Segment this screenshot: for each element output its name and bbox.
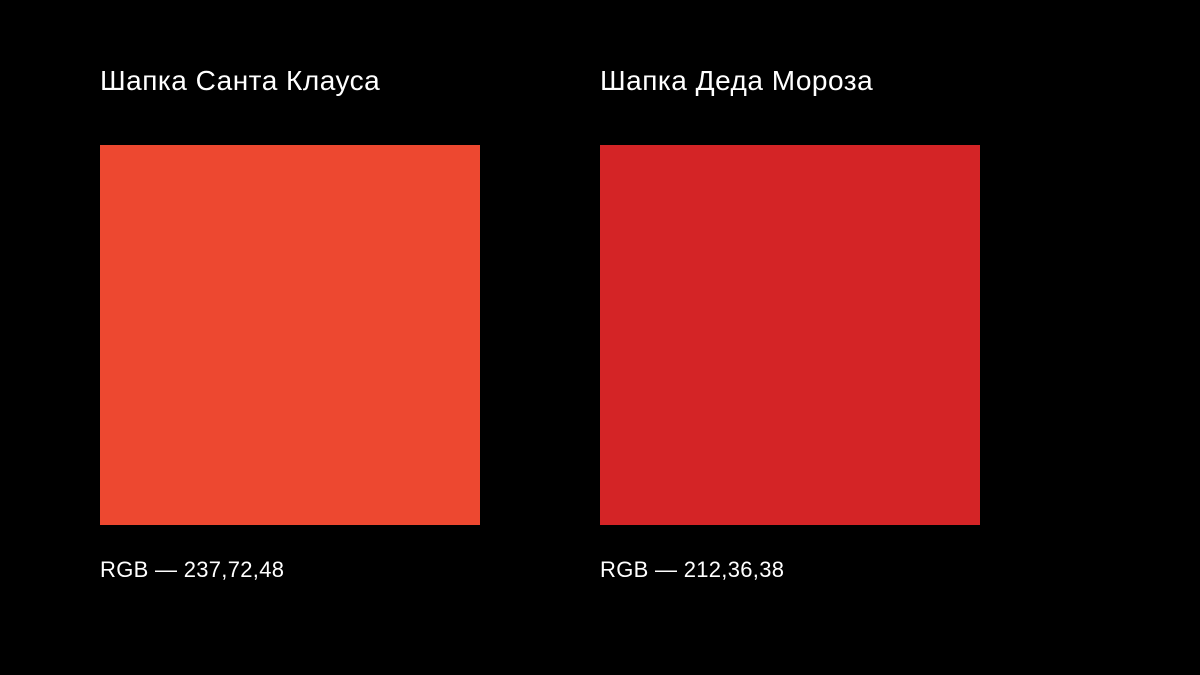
swatch-card-ded-moroz: Шапка Деда Мороза RGB — 212,36,38	[600, 65, 980, 610]
swatch-container: Шапка Санта Клауса RGB — 237,72,48 Шапка…	[0, 0, 1200, 675]
swatch-title: Шапка Деда Мороза	[600, 65, 873, 97]
swatch-card-santa: Шапка Санта Клауса RGB — 237,72,48	[100, 65, 480, 610]
swatch-title: Шапка Санта Клауса	[100, 65, 380, 97]
rgb-label: RGB — 237,72,48	[100, 557, 284, 583]
rgb-label: RGB — 212,36,38	[600, 557, 784, 583]
color-swatch-ded-moroz	[600, 145, 980, 525]
color-swatch-santa	[100, 145, 480, 525]
